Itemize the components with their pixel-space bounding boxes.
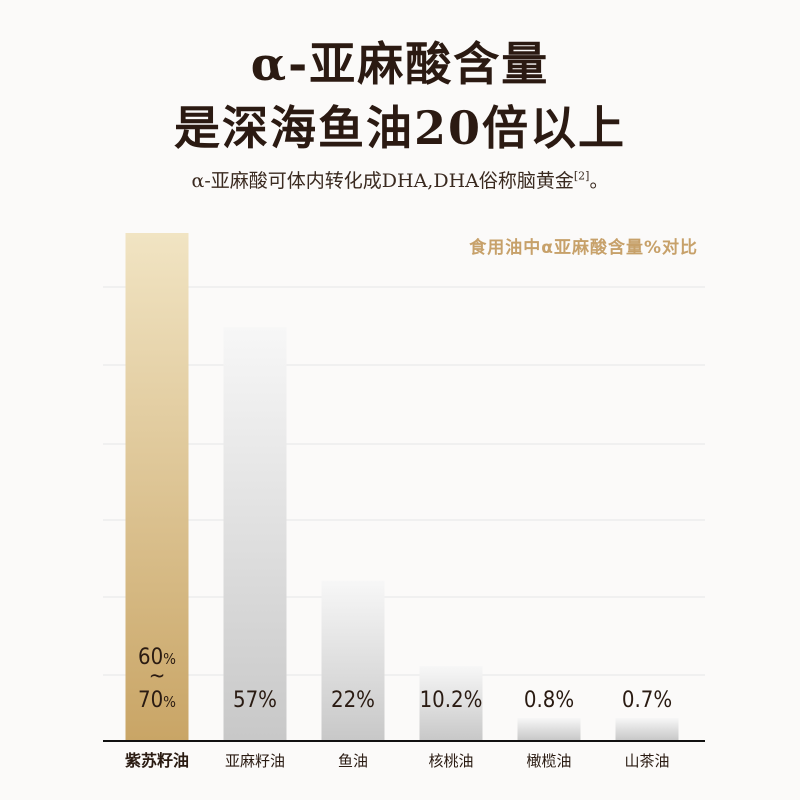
- subtitle-text: α-亚麻酸可体内转化成DHA,DHA俗称脑黄金: [191, 170, 574, 192]
- page-title-line2: 是深海鱼油20倍以上: [173, 101, 626, 155]
- value-label-6: 0.7%: [622, 688, 672, 713]
- chart-title: 食用油中α亚麻酸含量%对比: [469, 238, 698, 258]
- value-label-4: 10.2%: [420, 688, 483, 713]
- x-tick-label-3: 鱼油: [338, 752, 368, 770]
- bar-3: [321, 580, 385, 740]
- x-tick-label-1: 紫苏籽油: [125, 751, 189, 770]
- value-label-3: 22%: [331, 688, 375, 713]
- x-tick-label-6: 山茶油: [624, 752, 669, 770]
- bar-6: [615, 718, 679, 740]
- page-title-line1: α-亚麻酸含量: [250, 37, 550, 91]
- value-label-2: 57%: [233, 688, 277, 713]
- subtitle-end: 。: [589, 170, 609, 192]
- x-tick-label-5: 橄榄油: [526, 752, 571, 770]
- x-tick-label-2: 亚麻籽油: [225, 752, 285, 770]
- value-label-1-low: 60%: [138, 645, 176, 670]
- x-tick-label-4: 核桃油: [428, 752, 473, 770]
- bar-5: [517, 718, 581, 740]
- value-label-5: 0.8%: [524, 688, 574, 713]
- value-label-1-high: 70%: [138, 688, 176, 713]
- value-label-1-sep: ~: [149, 664, 166, 689]
- footnote-ref: [2]: [573, 169, 590, 183]
- bar-4: [419, 666, 483, 740]
- bar-2: [223, 327, 287, 740]
- bar-1: [125, 233, 189, 740]
- page-subtitle: α-亚麻酸可体内转化成DHA,DHA俗称脑黄金[2]。: [0, 166, 800, 193]
